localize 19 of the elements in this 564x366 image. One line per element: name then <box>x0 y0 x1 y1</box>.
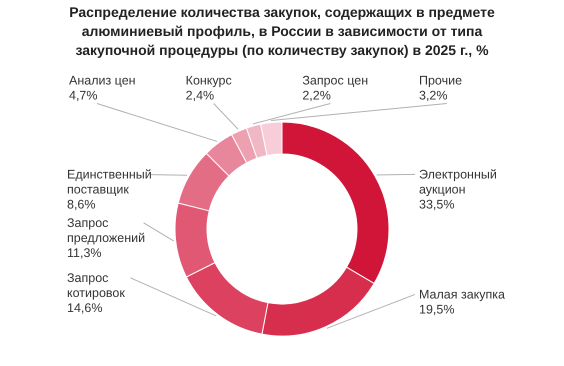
slice-label: Электронный аукцион <box>419 167 497 196</box>
data-label: 3,2% <box>419 88 448 102</box>
data-label: 19,5% <box>419 302 454 316</box>
data-label: 2,2% <box>302 88 331 102</box>
slice-label: Малая закупка <box>419 287 506 302</box>
slice-label: Анализ цен <box>69 74 136 88</box>
data-label: 2,4% <box>186 88 214 102</box>
slice-label: Единственный поставщик <box>67 168 152 197</box>
slice-label: Прочие <box>419 74 462 88</box>
data-label: 8,6% <box>67 198 96 212</box>
slice-label: Запрос котировок <box>67 270 126 300</box>
data-label: 11,3% <box>67 246 102 260</box>
chart-title: Распределение количества закупок, содержащих в предмете алюминиевый профиль, в России в зависимости от типа закупочной процедуры (по количеству закупок) в 2025 г., % <box>69 4 495 58</box>
slice-label: Конкурс <box>186 74 232 88</box>
data-label: 4,7% <box>69 88 98 102</box>
data-label: 33,5% <box>419 197 454 212</box>
slice-label: Запрос предложений <box>67 216 146 245</box>
slice-label: Запрос цен <box>302 74 368 88</box>
data-label: 14,6% <box>67 300 102 315</box>
